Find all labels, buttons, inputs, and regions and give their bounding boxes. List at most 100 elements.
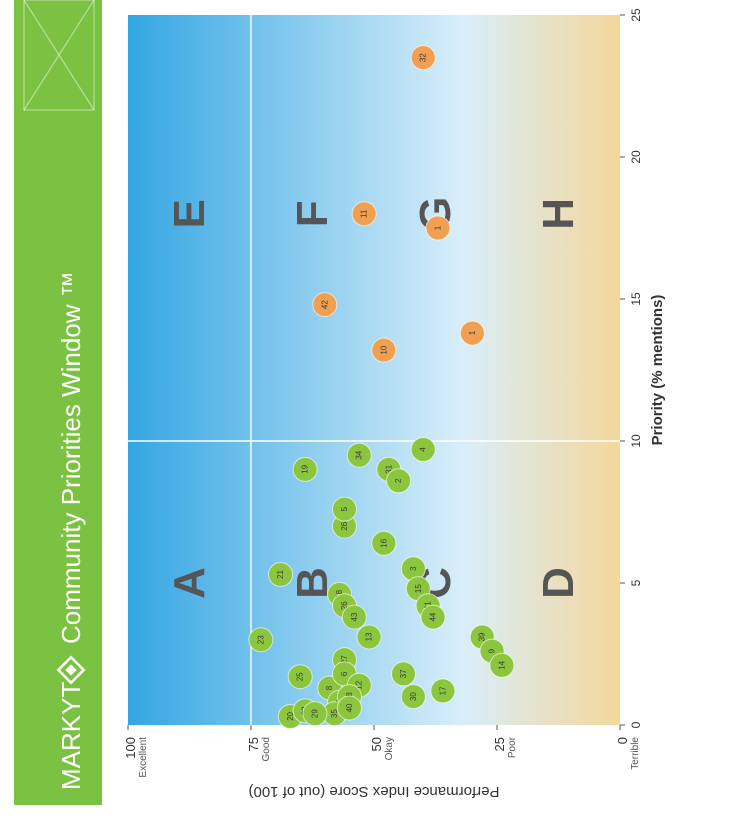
data-point: 3 — [400, 556, 426, 582]
point-marker — [430, 678, 456, 704]
point-label: 11 — [360, 209, 369, 218]
point-marker — [336, 695, 362, 721]
data-point: 14 — [489, 652, 515, 678]
point-marker — [459, 320, 485, 346]
point-marker — [351, 201, 377, 227]
point-marker — [371, 530, 397, 556]
point-label: 1 — [468, 330, 477, 335]
point-label: 14 — [497, 660, 506, 669]
data-point: 2 — [386, 468, 412, 494]
point-label: 6 — [340, 671, 349, 676]
x-axis-ticks: 0 5 10 15 20 25 — [620, 8, 643, 728]
y-axis-label: Performance Index Score (out of 100) — [249, 783, 500, 800]
point-marker — [391, 661, 417, 687]
plot-background — [128, 15, 620, 725]
data-point: 37 — [391, 661, 417, 687]
point-marker — [287, 664, 313, 690]
point-label: 32 — [419, 53, 428, 62]
x-tick-label: 5 — [629, 579, 643, 586]
y-tick-number: 75 — [246, 737, 261, 751]
header-title-group: MARKYT Community Priorities Window ™ — [56, 271, 86, 790]
point-marker — [425, 215, 451, 241]
x-axis-label: Priority (% mentions) — [649, 295, 666, 446]
x-tick-label: 15 — [629, 292, 643, 306]
data-point: 13 — [356, 624, 382, 650]
point-label: 37 — [399, 669, 408, 678]
x-tick-label: 20 — [629, 150, 643, 164]
point-label: 43 — [350, 612, 359, 621]
point-label: 15 — [414, 584, 423, 593]
point-label: 10 — [379, 345, 388, 354]
point-marker — [489, 652, 515, 678]
x-tick-label: 0 — [629, 721, 643, 728]
y-tick-number: 50 — [369, 737, 384, 751]
x-tick-label: 10 — [629, 434, 643, 448]
header-decoration — [23, 0, 95, 111]
point-label: 29 — [310, 709, 319, 718]
y-tick-description: Terrible — [630, 737, 641, 770]
point-marker — [248, 627, 274, 653]
point-label: 8 — [325, 685, 334, 690]
point-label: 42 — [320, 300, 329, 309]
zone-letter-f: F — [288, 200, 337, 227]
zone-letter-d: D — [534, 567, 583, 599]
point-label: 26 — [340, 521, 349, 530]
data-point: 11 — [351, 201, 377, 227]
point-marker — [346, 442, 372, 468]
data-point: 23 — [248, 627, 274, 653]
point-marker — [312, 292, 338, 318]
point-label: 27 — [340, 655, 349, 664]
zone-letter-a: A — [165, 567, 214, 599]
point-label: 4 — [419, 447, 428, 452]
data-point: 19 — [292, 456, 318, 482]
x-tick-label: 25 — [629, 8, 643, 22]
brand-logo-text: MARKYT — [56, 682, 86, 790]
point-label: 16 — [379, 538, 388, 547]
data-point: 42 — [312, 292, 338, 318]
y-tick-number: 100 — [123, 737, 138, 759]
point-label: 30 — [409, 692, 418, 701]
point-marker — [292, 456, 318, 482]
point-label: 34 — [355, 450, 364, 459]
point-label: 9 — [488, 648, 497, 653]
y-tick-description: Excellent — [138, 737, 149, 778]
point-label: 39 — [478, 632, 487, 641]
point-label: 25 — [296, 672, 305, 681]
point-marker — [268, 561, 294, 587]
quadrant-lines — [128, 15, 620, 725]
point-label: 44 — [429, 612, 438, 621]
data-point: 32 — [410, 45, 436, 71]
data-point: 1 — [459, 320, 485, 346]
data-point: 5 — [331, 496, 357, 522]
point-label: 41 — [424, 601, 433, 610]
point-label: 19 — [301, 464, 310, 473]
point-label: 1 — [433, 225, 442, 230]
y-tick-description: Good — [261, 737, 272, 761]
data-point: 40 — [336, 695, 362, 721]
point-label: 26 — [340, 601, 349, 610]
y-tick-number: 25 — [492, 737, 507, 751]
point-label: 18 — [335, 589, 344, 598]
point-marker — [302, 701, 328, 727]
point-label: 13 — [365, 632, 374, 641]
point-marker — [410, 437, 436, 463]
point-label: 5 — [340, 506, 349, 511]
point-marker — [420, 604, 446, 630]
data-point: 29 — [302, 701, 328, 727]
point-marker — [356, 624, 382, 650]
data-point: 30 — [400, 684, 426, 710]
data-point: 34 — [346, 442, 372, 468]
point-label: 21 — [276, 569, 285, 578]
point-label: 2 — [394, 478, 403, 483]
data-points: 3211142101193431242651621315182643134144… — [248, 45, 515, 729]
point-marker — [410, 45, 436, 71]
y-tick-number: 0 — [615, 737, 630, 744]
point-marker — [331, 496, 357, 522]
point-label: 17 — [438, 686, 447, 695]
data-point: 17 — [430, 678, 456, 704]
y-tick-description: Okay — [384, 737, 395, 760]
point-label: 23 — [256, 635, 265, 644]
data-point: 1 — [425, 215, 451, 241]
